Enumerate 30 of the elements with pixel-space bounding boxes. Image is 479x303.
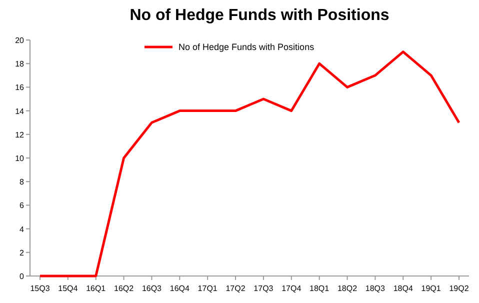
x-tick-label: 17Q1 bbox=[198, 284, 218, 293]
y-tick-label: 8 bbox=[20, 178, 25, 187]
x-tick-label: 19Q2 bbox=[449, 284, 470, 293]
y-tick-label: 14 bbox=[15, 106, 25, 116]
chart-title: No of Hedge Funds with Positions bbox=[130, 7, 390, 24]
x-tick-label: 18Q1 bbox=[310, 284, 330, 293]
x-tick-label: 15Q4 bbox=[58, 284, 78, 293]
y-tick-label: 0 bbox=[20, 272, 25, 281]
x-tick-label: 18Q2 bbox=[337, 284, 358, 293]
x-tick-label: 19Q1 bbox=[421, 284, 442, 293]
y-tick-label: 6 bbox=[20, 201, 25, 210]
y-tick-label: 16 bbox=[15, 83, 25, 92]
x-tick-label: 16Q3 bbox=[142, 284, 162, 293]
y-tick-label: 4 bbox=[20, 224, 25, 234]
x-tick-label: 16Q4 bbox=[170, 284, 190, 293]
y-tick-label: 20 bbox=[15, 36, 25, 45]
y-tick-label: 18 bbox=[15, 60, 25, 69]
x-tick-label: 18Q4 bbox=[393, 284, 414, 293]
x-tick-label: 16Q1 bbox=[86, 284, 106, 293]
x-tick-label: 15Q3 bbox=[30, 284, 50, 293]
x-tick-label: 18Q3 bbox=[365, 284, 386, 293]
x-tick-label: 16Q2 bbox=[114, 284, 134, 293]
y-tick-label: 2 bbox=[20, 248, 25, 258]
x-tick-label: 17Q4 bbox=[282, 284, 302, 293]
y-tick-label: 10 bbox=[15, 154, 25, 163]
x-tick-label: 17Q3 bbox=[254, 284, 274, 293]
line-series bbox=[38, 50, 460, 278]
y-tick-label: 12 bbox=[15, 130, 25, 140]
legend-label: No of Hedge Funds with Positions bbox=[178, 42, 315, 52]
x-tick-label: 17Q2 bbox=[226, 284, 246, 293]
